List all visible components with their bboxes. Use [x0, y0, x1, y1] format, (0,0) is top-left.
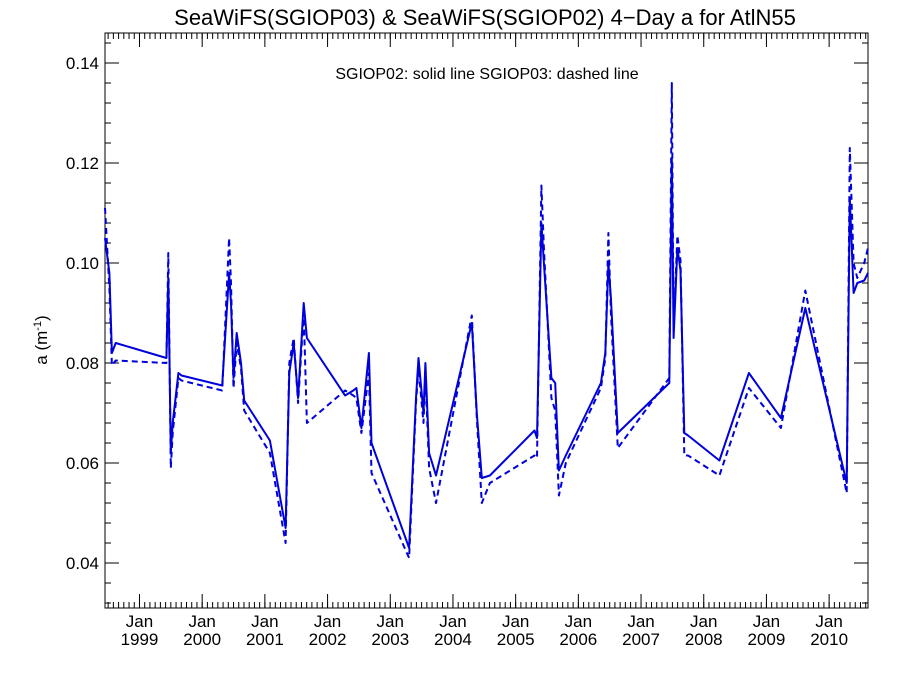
x-tick-year: 2003: [371, 630, 409, 649]
x-tick-month: Jan: [126, 612, 153, 631]
series-layer: [104, 82, 869, 559]
x-tick-year: 1999: [121, 630, 159, 649]
y-tick-label: 0.10: [66, 254, 99, 273]
x-tick-year: 2004: [434, 630, 472, 649]
x-tick-month: Jan: [251, 612, 278, 631]
x-tick-month: Jan: [815, 612, 842, 631]
x-tick-year: 2008: [685, 630, 723, 649]
y-axis: 0.04 0.06 0.08 0.10 0.12 0.14: [66, 42, 868, 604]
y-axis-label-sup: -1: [32, 321, 44, 331]
chart-title: SeaWiFS(SGIOP03) & SeaWiFS(SGIOP02) 4−Da…: [174, 5, 796, 30]
x-tick-month: Jan: [377, 612, 404, 631]
x-tick-year: 2002: [309, 630, 347, 649]
y-axis-label-close: ): [32, 315, 51, 321]
y-tick-label: 0.04: [66, 554, 99, 573]
x-tick-month: Jan: [314, 612, 341, 631]
x-tick-month: Jan: [627, 612, 654, 631]
x-axis: Jan1999Jan2000Jan2001Jan2002Jan2003Jan20…: [107, 33, 867, 649]
y-tick-label: 0.06: [66, 454, 99, 473]
x-tick-year: 2009: [748, 630, 786, 649]
y-tick-label: 0.12: [66, 154, 99, 173]
series-line-dashed: [104, 82, 869, 559]
x-tick-month: Jan: [439, 612, 466, 631]
y-tick-label: 0.14: [66, 54, 99, 73]
x-tick-month: Jan: [502, 612, 529, 631]
x-tick-month: Jan: [753, 612, 780, 631]
x-tick-month: Jan: [565, 612, 592, 631]
plot-frame: [104, 32, 869, 609]
x-tick-month: Jan: [188, 612, 215, 631]
x-tick-year: 2005: [497, 630, 535, 649]
x-tick-year: 2010: [810, 630, 848, 649]
x-tick-year: 2007: [622, 630, 660, 649]
plot-border: [104, 32, 869, 609]
x-tick-year: 2000: [183, 630, 221, 649]
y-axis-label-main: a (m: [32, 331, 51, 365]
x-tick-month: Jan: [690, 612, 717, 631]
y-tick-label: 0.08: [66, 354, 99, 373]
y-axis-label: a (m-1): [32, 315, 51, 364]
x-tick-year: 2001: [246, 630, 284, 649]
legend-annotation: SGIOP02: solid line SGIOP03: dashed line: [335, 66, 638, 83]
x-tick-year: 2006: [559, 630, 597, 649]
